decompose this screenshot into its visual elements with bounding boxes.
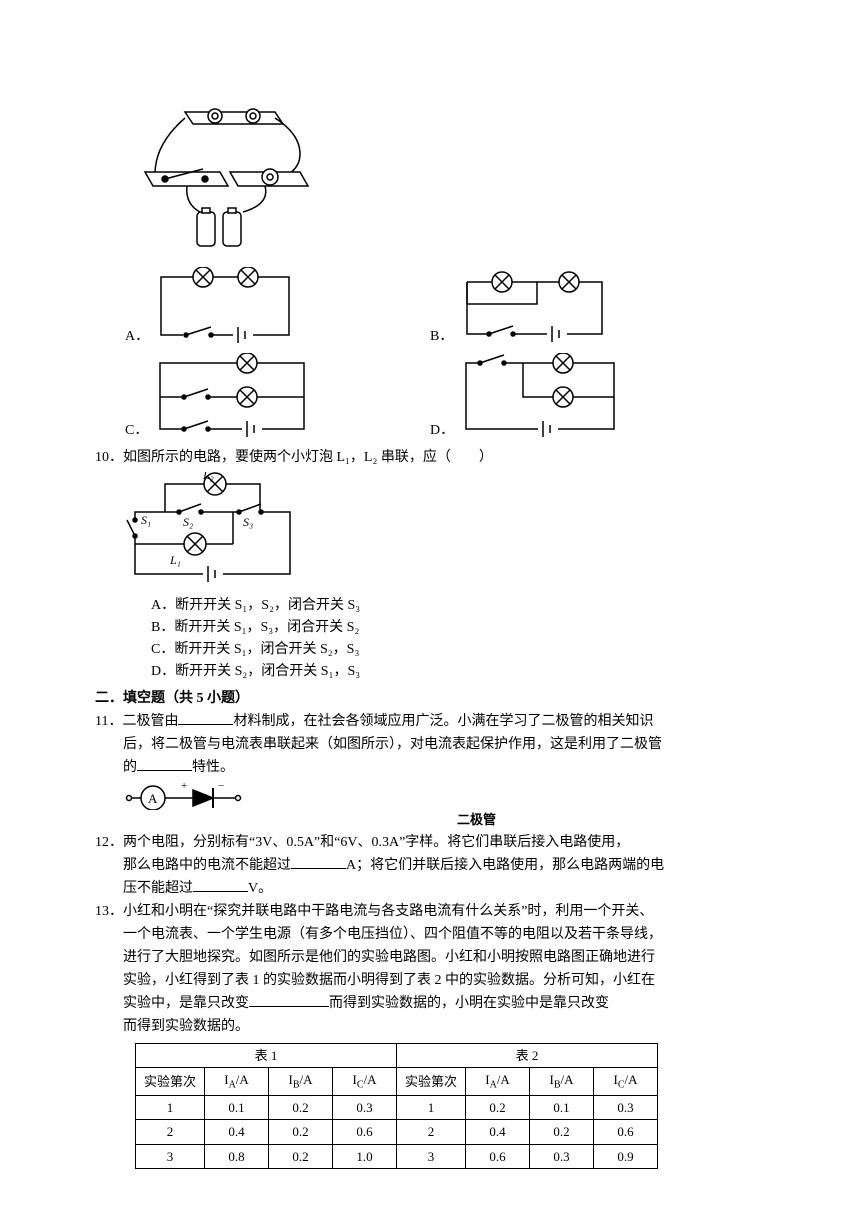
q13-line6: 而得到实验数据的。 (95, 1016, 780, 1037)
q10-options: A．断开开关 S₁，S₂，闭合开关 S₃ B．断开开关 S₁，S₃，闭合开关 S… (95, 595, 780, 682)
svg-text:L₂: L₂ (202, 472, 214, 482)
circuit-c (152, 353, 312, 441)
circuit-a (153, 267, 298, 347)
svg-text:+: + (181, 780, 187, 792)
q9-opt-d-label: D． (430, 420, 454, 441)
q12-line3: 压不能超过V。 (95, 878, 780, 899)
diode-figure: A + − 二极管 (95, 780, 780, 830)
q11-line1: 11．二极管由材料制成，在社会各领域应用广泛。小满在学习了二极管的相关知识 (95, 711, 780, 732)
svg-text:S₂: S₂ (183, 515, 193, 529)
q9-opt-b-label: B． (430, 326, 453, 347)
table-row: 10.10.20.3 10.20.10.3 (136, 1095, 658, 1120)
circuit-d (458, 353, 623, 441)
q12-line1: 12．两个电阻，分别标有“3V、0.5A”和“6V、0.3A”字样。将它们串联后… (95, 832, 780, 853)
t2-label: 表 2 (397, 1043, 658, 1068)
table-row: 30.80.21.0 30.60.30.9 (136, 1144, 658, 1169)
q13-line4: 实验，小红得到了表 1 的实验数据而小明得到了表 2 中的实验数据。分析可知，小… (95, 970, 780, 991)
q13-line1: 13．小红和小明在“探究并联电路中干路电流与各支路电流有什么关系”时，利用一个开… (95, 901, 780, 922)
circuit-b (457, 262, 612, 347)
q11-line3: 的特性。 (95, 757, 780, 778)
svg-text:S₃: S₃ (243, 515, 253, 529)
table-row: 20.40.20.6 20.40.20.6 (136, 1120, 658, 1145)
q13-line3: 进行了大胆地探究。如图所示是他们的实验电路图。小红和小明按照电路图正确地进行 (95, 947, 780, 968)
t1-label: 表 1 (136, 1043, 397, 1068)
q10-opt-b: B．断开开关 S₁，S₃，闭合开关 S₂ (151, 617, 780, 638)
q9-opt-a-label: A． (125, 326, 149, 347)
table-head-row: 实验第次 IA/A IB/A IC/A 实验第次 IA/A IB/A IC/A (136, 1068, 658, 1096)
svg-text:−: − (218, 780, 224, 792)
q10-opt-a: A．断开开关 S₁，S₂，闭合开关 S₃ (151, 595, 780, 616)
q12-line2: 那么电路中的电流不能超过A；将它们并联后接入电路使用，那么电路两端的电 (95, 855, 780, 876)
section-2-head: 二．填空题（共 5 小题） (95, 688, 780, 709)
q10-stem: 10．如图所示的电路，要使两个小灯泡 L₁，L₂ 串联，应（ ） (95, 447, 780, 468)
svg-text:L₁: L₁ (169, 553, 181, 567)
data-tables: 表 1 表 2 实验第次 IA/A IB/A IC/A 实验第次 IA/A IB… (135, 1043, 658, 1170)
q10-opt-c: C．断开开关 S₁，闭合开关 S₂，S₃ (151, 639, 780, 660)
svg-text:S₁: S₁ (141, 513, 151, 527)
svg-text:A: A (148, 791, 158, 806)
q9-physical-circuit (125, 94, 780, 254)
q11-line2: 后，将二极管与电流表串联起来（如图所示），对电流表起保护作用，这是利用了二极管 (95, 734, 780, 755)
q13-line5: 实验中，是靠只改变而得到实验数据的，小明在实验中是靠只改变 (95, 993, 780, 1014)
q10-circuit: L₂ S₁ S₂ S₃ L₁ (125, 472, 780, 587)
q9-opt-c-label: C． (125, 420, 148, 441)
q13-line2: 一个电流表、一个学生电源（有多个电压挡位）、四个阻值不等的电阻以及若干条导线， (95, 924, 780, 945)
q10-opt-d: D．断开开关 S₂，闭合开关 S₁，S₃ (151, 661, 780, 682)
